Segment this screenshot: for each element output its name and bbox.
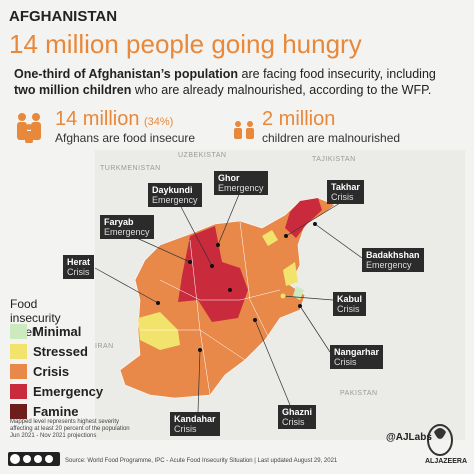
callout: Takhar Crisis — [327, 180, 364, 204]
stat-label: Afghans are food insecure — [55, 131, 196, 145]
callout-name: Ghazni — [282, 407, 313, 417]
legend-label: Crisis — [33, 364, 70, 379]
callout: Kabul Crisis — [333, 292, 367, 316]
callout-name: Faryab — [104, 217, 134, 227]
callout-name: Herat — [67, 257, 91, 267]
callout: Faryab Emergency — [100, 215, 154, 239]
legend-label: Emergency — [33, 384, 104, 399]
legend-item: Stressed — [10, 344, 88, 359]
legend-item: Minimal — [10, 324, 81, 339]
callout-level: Crisis — [67, 267, 90, 277]
location-dots — [156, 222, 317, 352]
stat-value: 14 million — [55, 108, 140, 130]
stat-note: (34%) — [143, 116, 174, 128]
legend-swatch — [10, 344, 27, 359]
country-label: TAJIKISTAN — [312, 156, 356, 163]
callout-level: Emergency — [152, 195, 198, 205]
subtitle-part: two million children — [14, 83, 132, 97]
kicker: AFGHANISTAN — [9, 8, 118, 25]
legend-swatch — [10, 384, 27, 399]
legend-label: Minimal — [33, 324, 82, 339]
callout-level: Crisis — [334, 357, 357, 367]
stat-label: children are malnourished — [262, 131, 401, 145]
emergency-badakhshan — [285, 198, 322, 238]
footnote: Mapped level represents highest severity… — [10, 419, 130, 439]
callout: Herat Crisis — [63, 255, 95, 279]
stressed-east — [283, 262, 298, 286]
country-label: PAKISTAN — [340, 390, 378, 397]
legend-label: Stressed — [33, 344, 88, 359]
aljazeera-logo — [427, 424, 453, 456]
stat-value: 2 million — [262, 108, 336, 130]
callout: Nangarhar Crisis — [330, 345, 384, 369]
callout: Ghor Emergency — [214, 171, 268, 195]
callout-name: Takhar — [331, 182, 360, 192]
subtitle-part: who are already malnourished, according … — [131, 83, 432, 97]
callout-name: Nangarhar — [334, 347, 380, 357]
callout: Kandahar Crisis — [170, 412, 220, 436]
legend-item: Emergency — [10, 384, 103, 399]
leader-lines — [94, 191, 363, 413]
callout-name: Ghor — [218, 173, 240, 183]
people-icon-children — [234, 121, 254, 139]
stat: 2 million children are malnourished — [262, 108, 400, 145]
stat: 14 million (34%) Afghans are food insecu… — [55, 108, 195, 145]
legend-swatch — [10, 364, 27, 379]
callout-level: Emergency — [366, 260, 412, 270]
country-label: IRAN — [95, 343, 114, 350]
callout-level: Crisis — [174, 424, 197, 434]
handle: @AJLabs — [386, 432, 432, 443]
legend-item: Crisis — [10, 364, 69, 379]
source: Source: World Food Programme, IPC - Acut… — [65, 458, 338, 464]
subtitle: One-third of Afghanistan’s population ar… — [14, 66, 454, 98]
callout-level: Crisis — [331, 192, 354, 202]
callout-name: Daykundi — [152, 185, 193, 195]
callout: Ghazni Crisis — [278, 405, 317, 429]
stressed-north — [262, 230, 278, 246]
legend-item: Famine — [10, 404, 79, 419]
callout-level: Crisis — [337, 304, 360, 314]
subtitle-part: One-third of Afghanistan’s population — [14, 67, 239, 81]
callout-level: Emergency — [218, 183, 264, 193]
title: 14 million people going hungry — [9, 29, 362, 59]
brand: ALJAZEERA — [425, 458, 468, 465]
callout-level: Crisis — [282, 417, 305, 427]
legend-swatch — [10, 404, 27, 419]
callout-name: Kandahar — [174, 414, 216, 424]
callout-name: Badakhshan — [366, 250, 420, 260]
callout: Daykundi Emergency — [148, 183, 202, 207]
callout: Badakhshan Emergency — [362, 248, 424, 272]
country-label: TURKMENISTAN — [100, 165, 161, 172]
license-icons — [8, 452, 60, 466]
people-icon-adults — [17, 113, 41, 143]
subtitle-part: are facing food insecurity, including — [238, 67, 436, 81]
province-borders — [140, 221, 281, 396]
stressed-west — [138, 312, 180, 350]
legend-label: Famine — [33, 404, 79, 419]
callout-level: Emergency — [104, 227, 150, 237]
callout-name: Kabul — [337, 294, 363, 304]
legend-swatch — [10, 324, 27, 339]
country-label: UZBEKISTAN — [178, 152, 227, 159]
minimal-east — [293, 286, 304, 300]
